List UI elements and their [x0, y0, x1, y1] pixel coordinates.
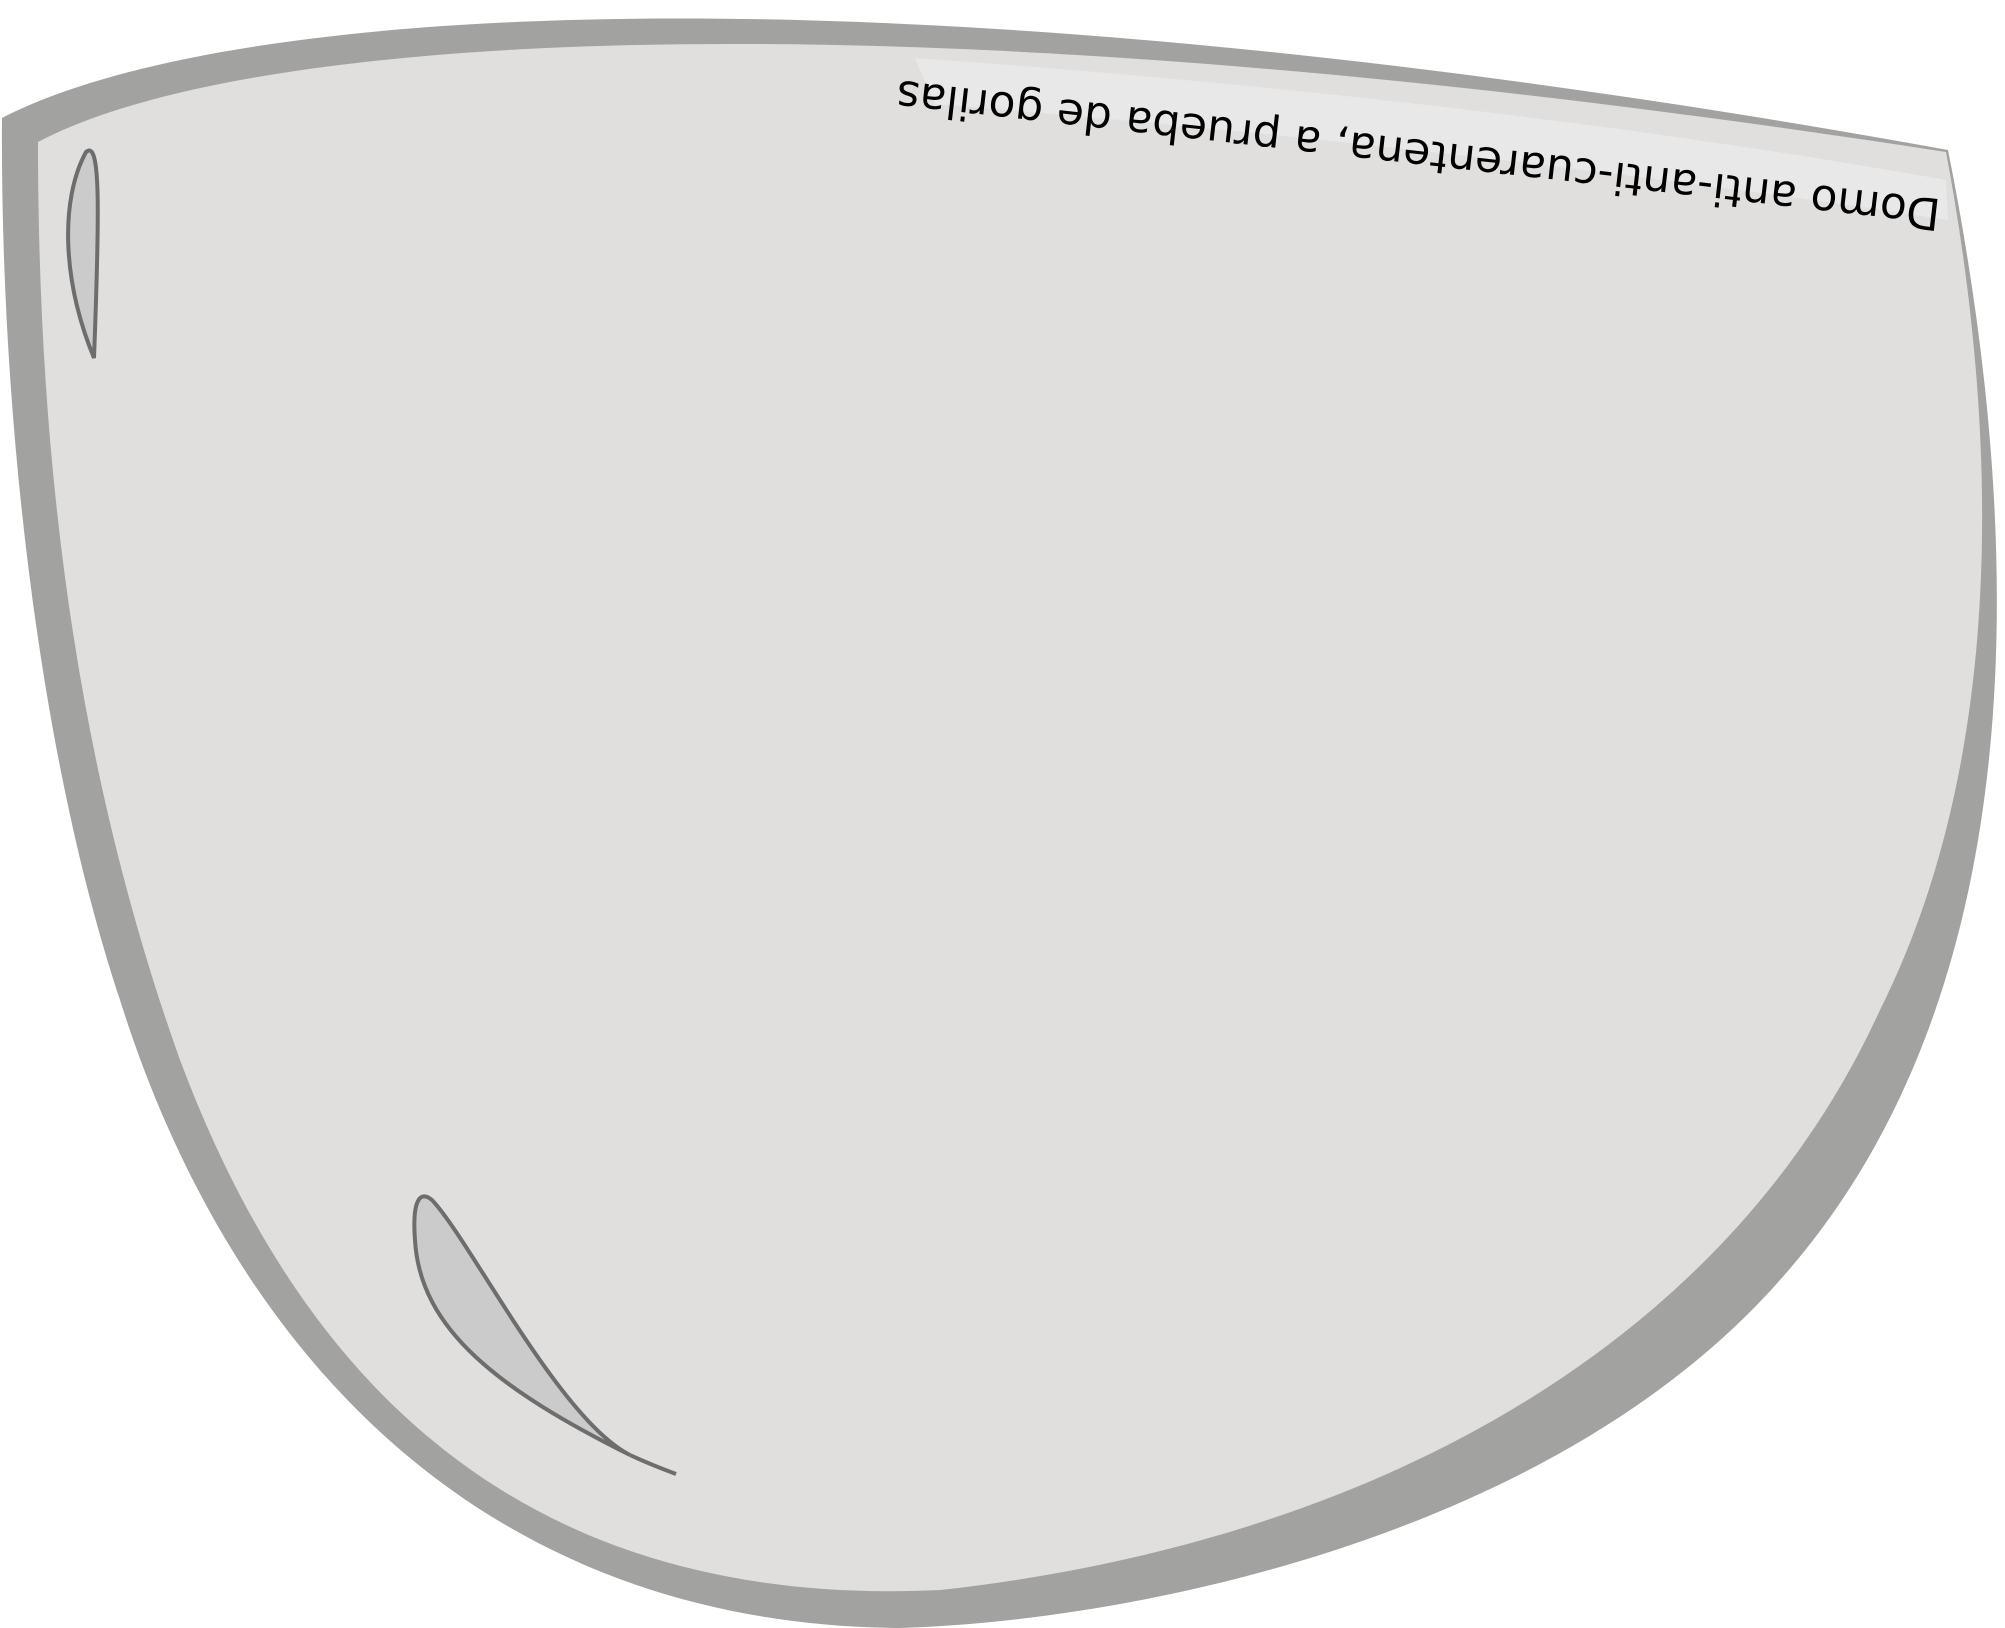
- glint-highlight-top: [66, 148, 100, 359]
- glint-highlight-bottom: [412, 1194, 631, 1457]
- label-band: [915, 58, 1948, 220]
- dome-glass: [38, 43, 1983, 1592]
- glint-highlight-tail: [629, 1453, 677, 1476]
